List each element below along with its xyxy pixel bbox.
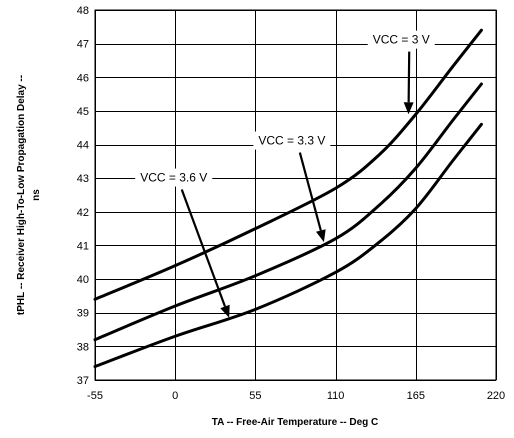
series-line (93, 122, 483, 369)
y-axis-title-line1: tPHL -- Receiver High-To-Low Propagation… (16, 75, 27, 315)
y-tick-label: 37 (77, 375, 89, 387)
y-tick-label: 38 (77, 341, 89, 353)
x-tick-label: 55 (249, 390, 261, 402)
y-tick-label: 48 (77, 5, 89, 17)
x-tick-label: 220 (487, 390, 505, 402)
annotation-arrow-head (315, 229, 326, 243)
x-tick-labels: -55 0 55 110 165 220 (87, 390, 505, 402)
annotation-arrow-shaft (298, 152, 322, 231)
y-tick-label: 43 (77, 173, 89, 185)
y-tick-label: 42 (77, 207, 89, 219)
x-tick-label: 165 (407, 390, 425, 402)
x-tick-label: 0 (172, 390, 178, 402)
annotation-label: VCC = 3.6 V (140, 171, 207, 185)
x-gridlines (95, 10, 497, 380)
y-tick-label: 46 (77, 72, 89, 84)
annotation-label: VCC = 3.3 V (258, 134, 325, 148)
annotations: VCC = 3 V VCC = 3.3 V VCC = 3.6 V (135, 30, 435, 318)
annotation-arrow-head (220, 304, 230, 318)
y-tick-labels: 37 38 39 40 41 42 43 44 45 46 47 48 (77, 5, 89, 387)
annotation-arrow-shaft (407, 51, 411, 103)
x-tick-label: 110 (327, 390, 345, 402)
series-line (93, 28, 483, 301)
x-tick-label: -55 (87, 390, 103, 402)
series-lines (93, 28, 483, 369)
annotation-label: VCC = 3 V (373, 33, 430, 47)
y-tick-label: 40 (77, 274, 89, 286)
y-tick-label: 44 (77, 140, 89, 152)
annotation-label-bg (367, 30, 435, 49)
y-axis-title-line2: ns (31, 189, 42, 201)
annotation-arrow-head (403, 102, 414, 115)
annotation-label-bg (135, 168, 213, 187)
y-tick-label: 47 (77, 39, 89, 51)
series-line (93, 82, 483, 342)
y-tick-label: 45 (77, 106, 89, 118)
y-tick-label: 41 (77, 240, 89, 252)
plot-area (94, 9, 497, 381)
annotation-label-bg (253, 131, 331, 150)
y-tick-label: 39 (77, 308, 89, 320)
annotation-arrow-shaft (180, 189, 227, 307)
x-axis-title: TA -- Free-Air Temperature -- Deg C (212, 417, 379, 428)
